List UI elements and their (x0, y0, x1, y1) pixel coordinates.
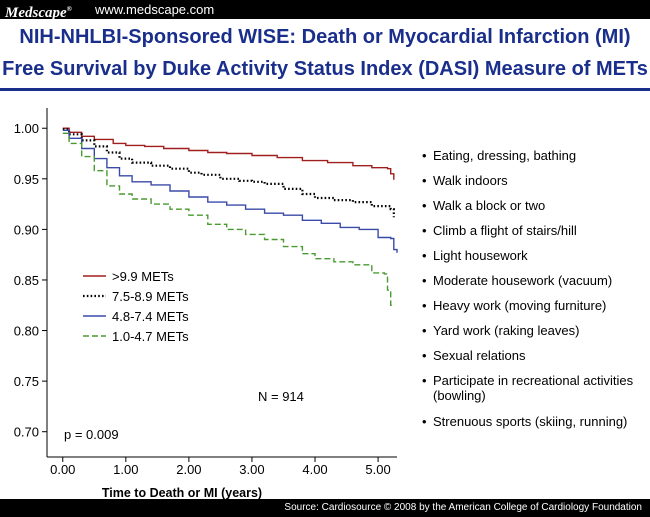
activity-label: Walk a block or two (433, 198, 546, 213)
activity-item: • Yard work (raking leaves) (422, 323, 644, 338)
bullet-icon: • (422, 148, 427, 163)
legend-label-1: >9.9 METs (112, 269, 174, 284)
y-tick-label: 0.80 (14, 324, 39, 339)
activity-item: • Strenuous sports (skiing, running) (422, 414, 644, 429)
y-tick-label: 0.90 (14, 222, 39, 237)
slide-title-line-2: Free Survival by Duke Activity Status In… (2, 58, 648, 80)
legend-label-4: 1.0-4.7 METs (112, 329, 189, 344)
bullet-icon: • (422, 248, 427, 263)
bullet-icon: • (422, 273, 427, 288)
legend-label-3: 4.8-7.4 METs (112, 309, 189, 324)
activity-item: • Heavy work (moving furniture) (422, 298, 644, 313)
y-tick-label: 0.75 (14, 374, 39, 389)
x-tick-label: 4.00 (302, 462, 327, 477)
activity-item: • Walk indoors (422, 173, 644, 188)
series-line-2 (62, 128, 395, 218)
legend-label-2: 7.5-8.9 METs (112, 289, 189, 304)
bullet-icon: • (422, 414, 427, 429)
logo-text: Medscape (5, 5, 67, 21)
activity-label: Eating, dressing, bathing (433, 148, 577, 163)
x-axis-label: Time to Death or MI (years) (102, 486, 262, 500)
bullet-icon: • (422, 323, 427, 338)
activity-label: Sexual relations (433, 348, 526, 363)
series-line-1 (62, 127, 395, 180)
activity-item: • Walk a block or two (422, 198, 644, 213)
activity-label: Participate in recreational activities (… (433, 373, 634, 403)
top-bar: Medscape® www.medscape.com (0, 0, 650, 21)
y-tick-label: 0.85 (14, 273, 39, 288)
activity-label: Light housework (433, 248, 528, 263)
activity-label: Climb a flight of stairs/hill (433, 223, 577, 238)
slide-title-line-1: NIH-NHLBI-Sponsored WISE: Death or Myoca… (19, 26, 631, 48)
medscape-logo: Medscape® (5, 0, 72, 23)
chart-legend: >9.9 METs 7.5-8.9 METs 4.8-7.4 METs 1.0-4.7… (83, 269, 189, 344)
source-credit: Source: Cardiosource © 2008 by the Ameri… (284, 502, 642, 513)
activity-item: • Participate in recreational activities … (422, 373, 644, 403)
logo-mark: ® (66, 5, 72, 13)
bullet-icon: • (422, 173, 427, 188)
bullet-icon: • (422, 298, 427, 313)
site-url[interactable]: www.medscape.com (95, 2, 215, 17)
activity-label: Moderate housework (vacuum) (433, 273, 613, 288)
series-line-3 (62, 129, 398, 253)
sample-size-annotation: N = 914 (258, 389, 304, 404)
chart-axes: 0.70 0.75 0.80 0.85 0.90 0.95 1.00 0.00 1.00 2.00… (14, 108, 397, 477)
x-tick-label: 2.00 (176, 462, 201, 477)
activity-item: • Sexual relations (422, 348, 644, 363)
bullet-icon: • (422, 348, 427, 363)
activity-item: • Climb a flight of stairs/hill (422, 223, 644, 238)
bottom-bar: Source: Cardiosource © 2008 by the Ameri… (0, 499, 650, 517)
activity-label: Strenuous sports (skiing, running) (433, 414, 628, 429)
activity-label: Walk indoors (433, 173, 508, 188)
title-divider (0, 88, 650, 91)
x-tick-label: 1.00 (113, 462, 138, 477)
p-value-annotation: p = 0.009 (64, 427, 119, 442)
x-tick-label: 0.00 (50, 462, 75, 477)
x-tick-label: 3.00 (239, 462, 264, 477)
bullet-icon: • (422, 198, 427, 213)
chart-series-lines (62, 127, 398, 306)
y-tick-label: 0.70 (14, 425, 39, 440)
series-line-4 (62, 132, 394, 306)
activity-item: • Eating, dressing, bathing (422, 148, 644, 163)
activity-label: Heavy work (moving furniture) (433, 298, 607, 313)
y-tick-label: 0.95 (14, 172, 39, 187)
bullet-icon: • (422, 373, 427, 388)
x-tick-label: 5.00 (365, 462, 390, 477)
bullet-icon: • (422, 223, 427, 238)
activity-label: Yard work (raking leaves) (433, 323, 580, 338)
activity-item: • Moderate housework (vacuum) (422, 273, 644, 288)
activity-item: • Light housework (422, 248, 644, 263)
y-tick-label: 1.00 (14, 121, 39, 136)
